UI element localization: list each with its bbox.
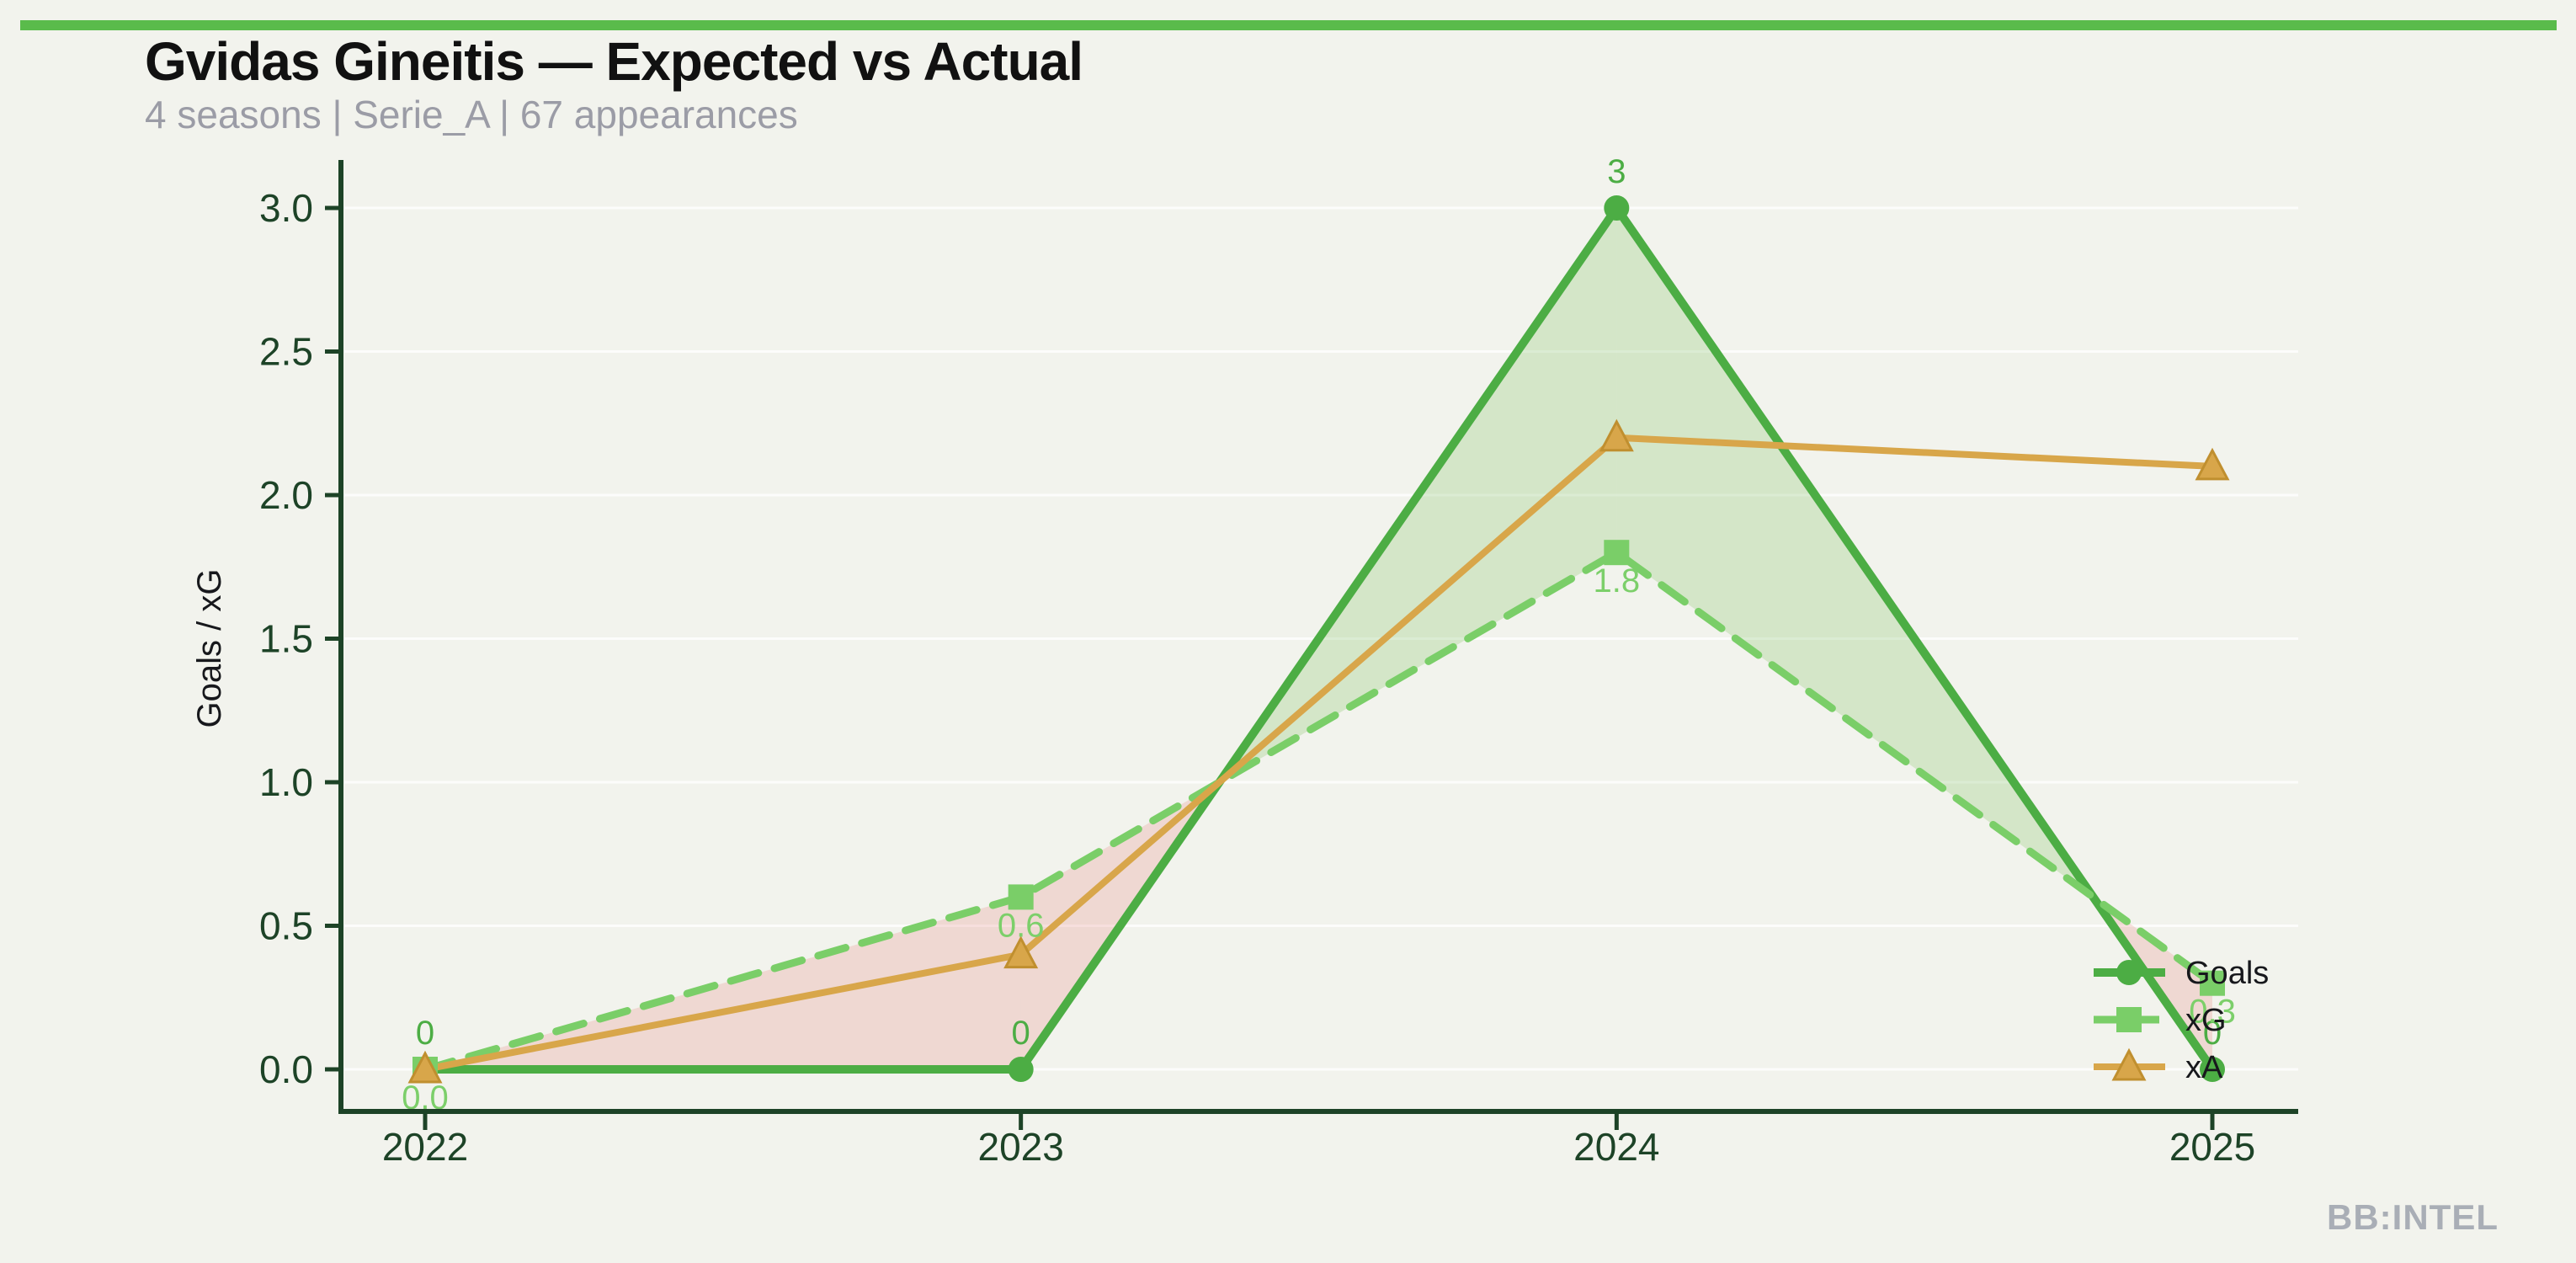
goals-value-label: 3 [1607, 153, 1626, 190]
xg-value-label: 0.6 [998, 907, 1045, 944]
xg-line [421, 548, 2217, 1074]
xa-marker [2195, 447, 2230, 481]
goals-marker [1604, 195, 1630, 221]
x-tick-label: 2024 [1573, 1125, 1659, 1169]
goals-marker [1008, 1057, 1034, 1082]
goals-value-label: 0 [1012, 1015, 1030, 1052]
legend-marker-goals [2116, 960, 2142, 985]
x-tick-label: 2025 [2169, 1125, 2255, 1169]
watermark: BB:INTEL [2327, 1197, 2499, 1237]
xg-marker [1008, 884, 1034, 910]
xg-value-label: 0.3 [2189, 994, 2236, 1031]
legend-marker-xa [2111, 1047, 2147, 1081]
y-tick-label: 2.0 [259, 473, 313, 517]
xa-marker [1003, 935, 1039, 969]
y-tick-label: 3.0 [259, 186, 313, 230]
legend-label-xa: xA [2185, 1050, 2223, 1085]
goals-value-label: 0 [416, 1015, 434, 1052]
xa-marker [1599, 418, 1634, 452]
top-accent-bar [20, 20, 2557, 30]
goals-value-label: 0 [2203, 1015, 2222, 1052]
legend-label-xg: xG [2185, 1003, 2227, 1038]
chart-header: Gvidas Gineitis — Expected vs Actual 4 s… [145, 32, 1083, 136]
y-tick-label: 2.5 [259, 330, 313, 374]
y-axis-title: Goals / xG [191, 569, 228, 728]
legend-marker-xg [2116, 1007, 2142, 1032]
goals-marker [2200, 1057, 2226, 1082]
y-tick-label: 0.5 [259, 904, 313, 948]
goals-line [421, 204, 2217, 1074]
xa-marker [407, 1050, 443, 1084]
page-subtitle: 4 seasons | Serie_A | 67 appearances [145, 93, 798, 136]
y-tick-label: 1.5 [259, 617, 313, 661]
xg-marker [1604, 540, 1630, 566]
legend-label-goals: Goals [2185, 956, 2269, 991]
x-tick-label: 2022 [382, 1125, 468, 1169]
page-title: Gvidas Gineitis — Expected vs Actual [145, 31, 1083, 92]
xg-marker [2200, 970, 2226, 996]
y-tick-label: 0.0 [259, 1047, 313, 1091]
xg-value-label: 1.8 [1594, 562, 1641, 600]
x-tick-label: 2023 [977, 1125, 1063, 1169]
y-tick-label: 1.0 [259, 760, 313, 804]
xa-line [422, 434, 2217, 1073]
